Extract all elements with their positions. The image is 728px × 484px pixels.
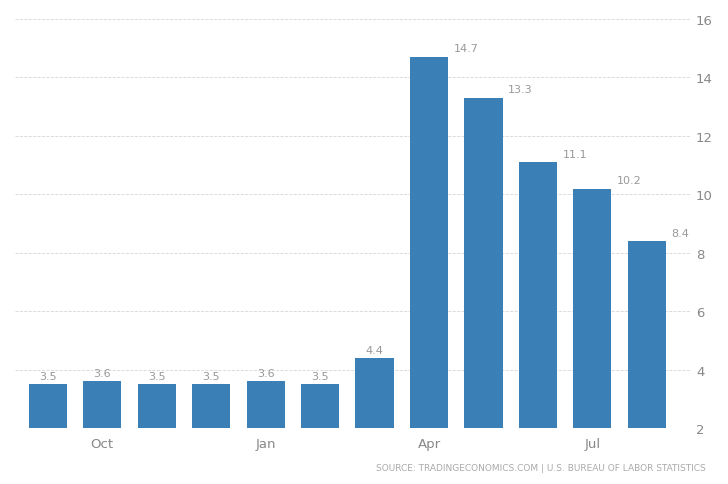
- Text: 13.3: 13.3: [508, 85, 533, 95]
- Text: 3.6: 3.6: [257, 368, 274, 378]
- Text: 3.5: 3.5: [39, 371, 57, 381]
- Bar: [192, 385, 230, 428]
- Text: 3.5: 3.5: [312, 371, 329, 381]
- Bar: [83, 382, 122, 428]
- Bar: [301, 385, 339, 428]
- Bar: [519, 163, 557, 428]
- Text: 8.4: 8.4: [671, 228, 689, 238]
- Bar: [138, 385, 175, 428]
- Bar: [410, 58, 448, 428]
- Text: 11.1: 11.1: [563, 150, 587, 159]
- Bar: [574, 189, 612, 428]
- Text: SOURCE: TRADINGECONOMICS.COM | U.S. BUREAU OF LABOR STATISTICS: SOURCE: TRADINGECONOMICS.COM | U.S. BURE…: [376, 463, 706, 472]
- Text: 14.7: 14.7: [454, 45, 478, 54]
- Bar: [247, 382, 285, 428]
- Bar: [628, 242, 666, 428]
- Text: 3.5: 3.5: [148, 371, 165, 381]
- Text: 4.4: 4.4: [365, 345, 384, 355]
- Text: 10.2: 10.2: [617, 176, 641, 186]
- Text: 3.5: 3.5: [202, 371, 220, 381]
- Bar: [28, 385, 67, 428]
- Text: 3.6: 3.6: [93, 368, 111, 378]
- Bar: [464, 99, 502, 428]
- Bar: [355, 358, 394, 428]
